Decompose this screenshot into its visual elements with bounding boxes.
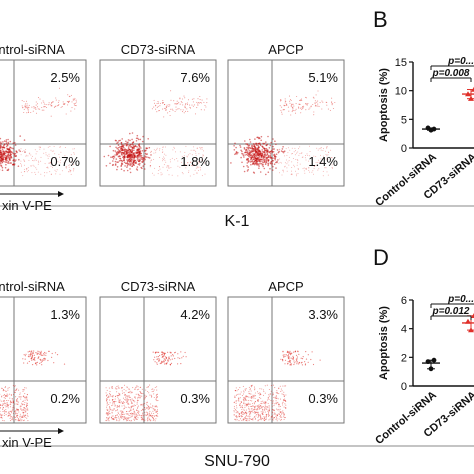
flow-plot-frame [99,296,217,424]
y-tick-label: 6 [401,295,407,307]
early-apoptosis-percent: 0.7% [50,154,80,169]
early-apoptosis-percent: 1.4% [308,154,338,169]
flow-plot-frame [0,59,87,187]
flow-event-dots [105,351,187,422]
sample-title: APCP [268,279,303,294]
late-apoptosis-percent: 4.2% [180,307,210,322]
y-tick-label: 15 [395,57,407,69]
y-tick-label: 10 [395,86,407,98]
y-tick-label: 4 [401,324,407,336]
flow-cytometry-panel-snu790: ontrol-siRNA 1.3% 0.2% CD73-siRNA 4.2% 0.3% AP… [0,279,345,450]
flow-plot-frame [227,59,345,187]
flow-cytometry-panel-k1: ontrol-siRNA 2.5% 0.7% CD73-siRNA 7.6% 1.8% AP… [0,42,345,213]
cell-line-label-top: K-1 [225,213,250,230]
late-apoptosis-percent: 1.3% [50,307,80,322]
p-value-annotation: p=0... [447,294,474,305]
y-tick-label: 0 [401,381,407,393]
p-value-annotation: p=0... [447,56,474,67]
xaxis-arrow-head [58,428,64,434]
flow-plot-frame [99,59,217,187]
early-apoptosis-percent: 1.8% [180,154,210,169]
xaxis-label: xin V-PE [2,435,52,450]
flow-event-dots [230,90,336,177]
flow-plot-frame [227,296,345,424]
y-tick-label: 5 [401,114,407,126]
sample-title: ontrol-siRNA [0,42,65,57]
sample-title: ontrol-siRNA [0,279,65,294]
sample-title: CD73-siRNA [121,279,196,294]
late-apoptosis-percent: 3.3% [308,307,338,322]
panel-label-d: D [373,245,389,270]
y-tick-label: 0 [401,143,407,155]
sample-title: APCP [268,42,303,57]
panel-label-b: B [373,7,388,32]
y-axis-title: Apoptosis (%) [378,306,390,380]
early-apoptosis-percent: 0.2% [50,391,80,406]
xaxis-label: xin V-PE [2,198,52,213]
y-axis-title: Apoptosis (%) [378,68,390,142]
flow-event-dots [233,350,321,422]
p-value-annotation: p=0.012 [432,306,470,317]
cell-line-label-bottom: SNU-790 [204,453,270,470]
flow-event-dots [103,90,208,177]
early-apoptosis-percent: 0.3% [308,391,338,406]
sample-title: CD73-siRNA [121,42,196,57]
flow-event-dots [0,350,66,422]
late-apoptosis-percent: 5.1% [308,70,338,85]
late-apoptosis-percent: 2.5% [50,70,80,85]
late-apoptosis-percent: 7.6% [180,70,210,85]
flow-event-dots [0,87,78,177]
xaxis-arrow-head [58,191,64,197]
flow-plot-frame [0,296,87,424]
early-apoptosis-percent: 0.3% [180,391,210,406]
y-tick-label: 2 [401,352,407,364]
p-value-annotation: p=0.008 [432,68,470,79]
